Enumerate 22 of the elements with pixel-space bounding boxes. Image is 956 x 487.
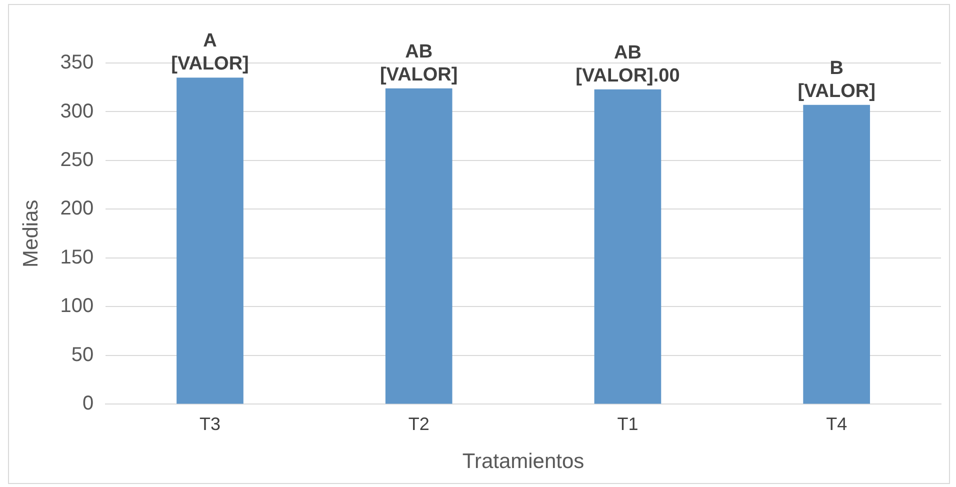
x-axis-title: Tratamientos (462, 450, 584, 474)
x-tick-label: T3 (199, 414, 221, 434)
annotation: A [VALOR] (171, 30, 249, 75)
y-tick-label: 100 (60, 295, 94, 318)
x-tick-label: T4 (826, 414, 848, 434)
bar (594, 89, 662, 404)
y-tick-label: 200 (60, 198, 94, 220)
annotation: B [VALOR] (798, 58, 876, 102)
annotation: AB [VALOR].00 (576, 42, 680, 86)
y-tick-label: 150 (60, 246, 94, 268)
y-tick-label: 250 (60, 149, 94, 171)
annotation: AB [VALOR] (380, 41, 458, 86)
y-axis-title: Medias (19, 200, 42, 268)
bar (803, 104, 870, 404)
x-tick-label: T2 (408, 414, 430, 434)
y-tick-label: 300 (60, 100, 94, 122)
bar (385, 88, 452, 404)
y-tick-label: 0 (82, 392, 94, 415)
bar (176, 78, 244, 404)
y-tick-label: 50 (71, 344, 94, 366)
y-tick-label: 350 (60, 52, 94, 74)
x-tick-label: T1 (617, 414, 638, 434)
